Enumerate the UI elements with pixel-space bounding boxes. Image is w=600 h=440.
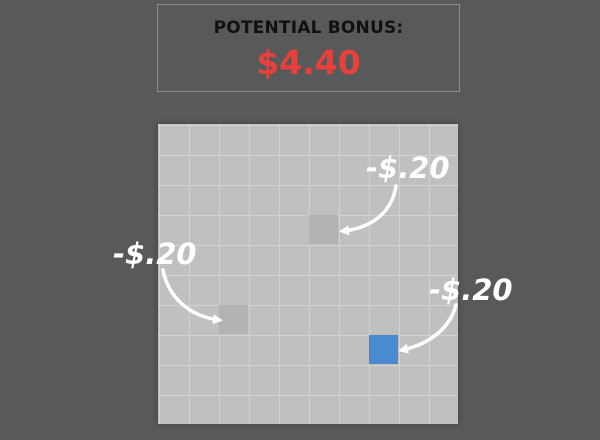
agent-cell	[369, 335, 398, 364]
arrow-top	[339, 184, 398, 236]
penalty-cell-lower	[219, 305, 248, 334]
arrow-left	[161, 268, 223, 325]
penalty-cell-upper	[309, 215, 338, 244]
penalty-label-left: -$.20	[113, 237, 197, 271]
bonus-panel: POTENTIAL BONUS: $4.40	[157, 4, 460, 92]
penalty-label-right: -$.20	[429, 273, 513, 307]
penalty-label-top: -$.20	[366, 151, 450, 185]
game-grid[interactable]	[158, 124, 458, 424]
bonus-value: $4.40	[256, 43, 361, 82]
arrow-right	[398, 303, 458, 354]
bonus-label: POTENTIAL BONUS:	[213, 18, 404, 38]
